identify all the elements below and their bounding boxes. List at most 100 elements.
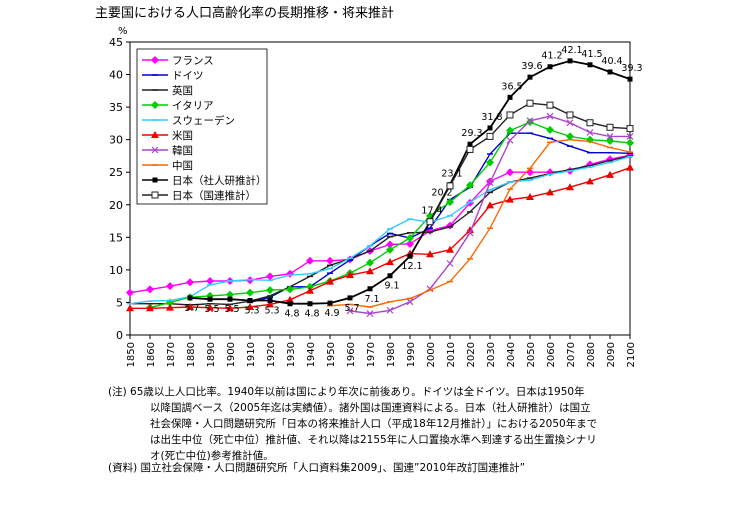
series-point (207, 296, 213, 302)
legend-entry: 日本（国連推計） (142, 189, 256, 202)
series-point (467, 141, 473, 147)
legend-label: 日本（社人研推計） (172, 174, 267, 187)
note-line: 以降国調ベース（2005年迄は実績値）。諸外国は国連資料による。日本（社人研推計… (150, 402, 591, 414)
series-9 (187, 58, 633, 307)
data-label: 42.1 (561, 45, 582, 56)
x-tick-label: 1880 (186, 342, 197, 367)
series-point (386, 306, 394, 314)
series-point (386, 245, 394, 254)
data-label: 12.1 (401, 261, 422, 272)
series-point (406, 233, 414, 242)
legend-entry: フランス (142, 55, 214, 67)
series-point (246, 288, 254, 297)
series-point (386, 240, 394, 249)
y-tick-label: 35 (109, 101, 123, 114)
legend-entry: 韓国 (142, 145, 193, 157)
series-point (626, 138, 634, 147)
data-label: 23.1 (441, 169, 462, 180)
series-point (126, 288, 134, 297)
series-point (506, 195, 514, 203)
series-point (526, 192, 534, 200)
series-point (266, 300, 274, 308)
x-tick-label: 2100 (626, 342, 637, 367)
line-chart: 0 5 10 15 20 25 30 35 40 45% 1850 1860 1870 1880 1890 1… (109, 26, 643, 367)
series-10 (426, 99, 634, 226)
x-tick-label: 1940 (306, 342, 317, 367)
y-tick-label: 40 (109, 69, 123, 82)
series-point (286, 285, 294, 294)
data-label: 20.2 (431, 187, 452, 198)
legend-label: フランス (172, 55, 214, 67)
series-point (506, 111, 514, 119)
series-point (146, 285, 154, 294)
legend-swatch-marker (151, 56, 159, 64)
series-point (226, 290, 234, 299)
x-tick-label: 2070 (566, 342, 577, 367)
series-point (566, 119, 574, 127)
series-point (367, 286, 373, 292)
series-line (129, 155, 631, 305)
legend-swatch-marker (151, 146, 159, 154)
y-tick-label: 25 (109, 166, 123, 179)
legend-swatch-marker (151, 101, 159, 109)
chart-data-labels: 5.7 5.5 5.5 5.3 5.3 4.8 4.8 4.9 5.7 7.1 9.112.1 17.… (184, 45, 642, 320)
series-point (287, 301, 293, 307)
x-tick-label: 1910 (246, 342, 257, 367)
series-point (506, 126, 514, 135)
series-point (466, 181, 474, 190)
legend-entry: 中国 (142, 159, 193, 172)
series-point (206, 303, 214, 311)
legend-swatch-marker (152, 177, 158, 183)
series-point (286, 295, 294, 303)
data-label: 5.3 (264, 305, 279, 316)
series-point (166, 282, 174, 291)
x-tick-label: 2010 (446, 342, 457, 367)
series-point (546, 101, 554, 109)
series-point (366, 310, 374, 317)
x-tick-label: 2030 (486, 342, 497, 367)
x-tick-label: 1970 (366, 342, 377, 367)
series-point (546, 112, 554, 120)
data-label: 5.3 (244, 305, 259, 316)
series-point (626, 132, 634, 140)
legend-entry: イタリア (142, 100, 214, 112)
series-point (386, 258, 394, 266)
series-point (566, 183, 574, 191)
x-tick-label: 2050 (526, 342, 537, 367)
series-point (406, 298, 414, 306)
x-tick-label: 2040 (506, 342, 517, 367)
series-point (306, 256, 314, 265)
series-point (606, 170, 614, 178)
series-point (606, 136, 614, 145)
series-point (486, 132, 494, 140)
series-point (446, 245, 454, 253)
series-point (586, 129, 594, 136)
x-tick-label: 1960 (346, 342, 357, 367)
data-label: 29.3 (461, 128, 482, 139)
data-label: 4.9 (324, 308, 339, 319)
series-point (347, 295, 353, 301)
data-label: 36.5 (501, 81, 522, 92)
legend-label: 韓国 (172, 145, 193, 157)
series-point (426, 250, 434, 258)
legend-entry: スウェーデン (142, 114, 235, 127)
y-tick-label: 0 (116, 329, 123, 342)
legend-label: 米国 (172, 129, 193, 142)
series-point (466, 145, 474, 153)
x-tick-label: 2090 (606, 342, 617, 367)
series-point (166, 303, 174, 311)
legend-swatch-marker (151, 191, 159, 199)
y-axis-unit: % (118, 26, 128, 37)
chart-series-layer (126, 58, 634, 317)
series-point (366, 267, 374, 275)
series-point (627, 76, 633, 82)
x-tick-label: 1920 (266, 342, 277, 367)
data-label: 41.5 (581, 49, 602, 60)
legend-label: ドイツ (172, 70, 204, 82)
series-point (507, 94, 513, 100)
series-point (306, 286, 314, 294)
series-point (466, 229, 474, 237)
series-point (187, 295, 193, 301)
series-point (546, 125, 554, 134)
data-label: 17.4 (421, 206, 442, 217)
